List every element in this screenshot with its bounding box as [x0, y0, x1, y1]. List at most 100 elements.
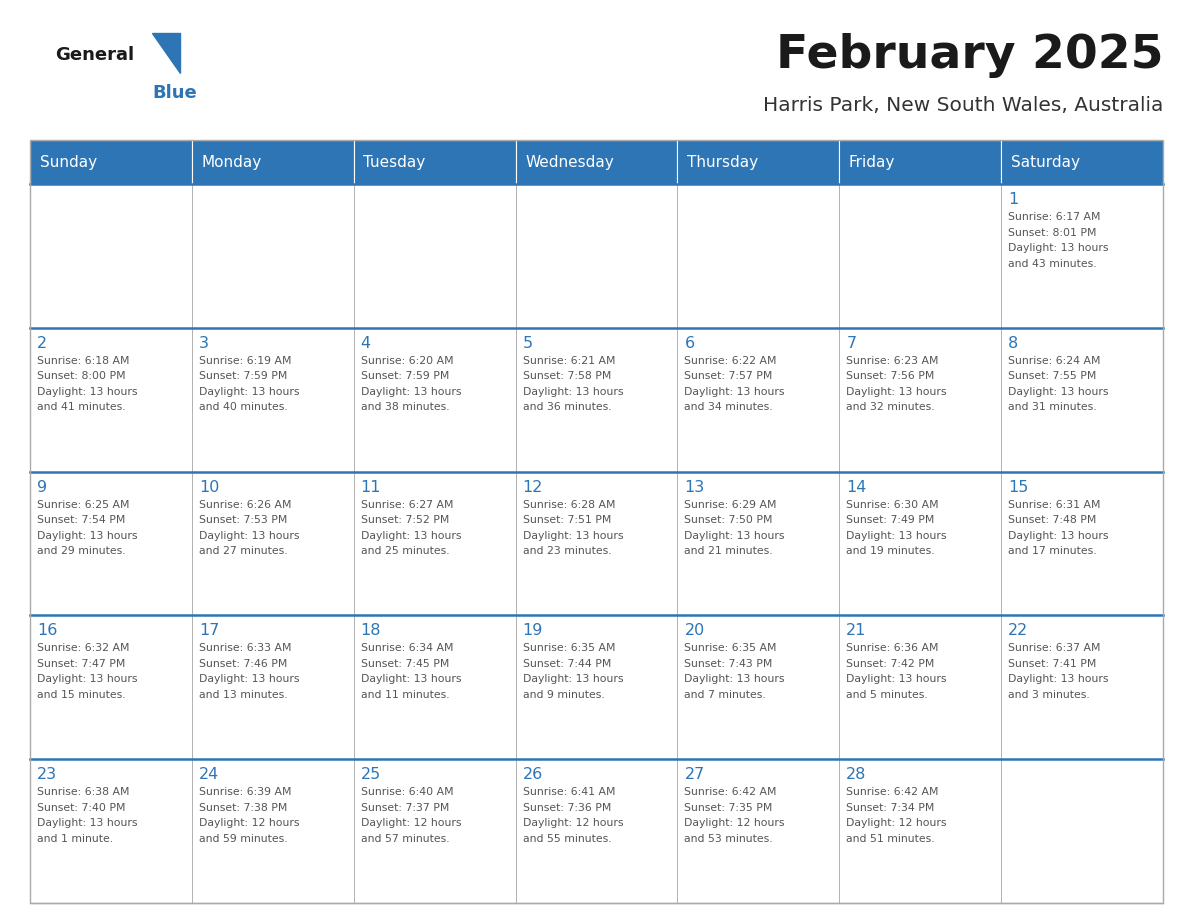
FancyBboxPatch shape [30, 759, 191, 903]
Text: Daylight: 13 hours: Daylight: 13 hours [684, 386, 785, 397]
Text: Sunrise: 6:36 AM: Sunrise: 6:36 AM [846, 644, 939, 654]
Text: Sunset: 7:52 PM: Sunset: 7:52 PM [361, 515, 449, 525]
Text: Sunset: 7:51 PM: Sunset: 7:51 PM [523, 515, 611, 525]
Text: Sunrise: 6:35 AM: Sunrise: 6:35 AM [684, 644, 777, 654]
Text: Daylight: 13 hours: Daylight: 13 hours [1009, 675, 1108, 685]
Text: Sunset: 7:45 PM: Sunset: 7:45 PM [361, 659, 449, 669]
Text: and 9 minutes.: and 9 minutes. [523, 690, 605, 700]
Text: 15: 15 [1009, 479, 1029, 495]
Text: Sunrise: 6:24 AM: Sunrise: 6:24 AM [1009, 356, 1100, 365]
Text: Sunset: 7:41 PM: Sunset: 7:41 PM [1009, 659, 1097, 669]
Text: Sunday: Sunday [39, 154, 97, 170]
FancyBboxPatch shape [30, 472, 191, 615]
Text: and 21 minutes.: and 21 minutes. [684, 546, 773, 556]
FancyBboxPatch shape [30, 328, 191, 472]
Text: 1: 1 [1009, 192, 1018, 207]
Text: Daylight: 12 hours: Daylight: 12 hours [846, 818, 947, 828]
Text: Daylight: 13 hours: Daylight: 13 hours [37, 675, 138, 685]
Text: Sunrise: 6:31 AM: Sunrise: 6:31 AM [1009, 499, 1100, 509]
FancyBboxPatch shape [677, 328, 839, 472]
Text: and 23 minutes.: and 23 minutes. [523, 546, 611, 556]
FancyBboxPatch shape [354, 759, 516, 903]
Text: Sunrise: 6:32 AM: Sunrise: 6:32 AM [37, 644, 129, 654]
Text: Sunrise: 6:21 AM: Sunrise: 6:21 AM [523, 356, 615, 365]
Text: Daylight: 13 hours: Daylight: 13 hours [37, 531, 138, 541]
FancyBboxPatch shape [516, 615, 677, 759]
FancyBboxPatch shape [1001, 184, 1163, 328]
Text: 18: 18 [361, 623, 381, 638]
FancyBboxPatch shape [839, 140, 1001, 184]
Text: Sunrise: 6:25 AM: Sunrise: 6:25 AM [37, 499, 129, 509]
FancyBboxPatch shape [1001, 328, 1163, 472]
Text: Daylight: 13 hours: Daylight: 13 hours [846, 386, 947, 397]
FancyBboxPatch shape [677, 759, 839, 903]
Text: 25: 25 [361, 767, 381, 782]
Text: Saturday: Saturday [1011, 154, 1080, 170]
Text: Daylight: 13 hours: Daylight: 13 hours [37, 386, 138, 397]
Text: 21: 21 [846, 623, 867, 638]
Text: and 41 minutes.: and 41 minutes. [37, 402, 126, 412]
Text: and 43 minutes.: and 43 minutes. [1009, 259, 1097, 268]
Text: 3: 3 [198, 336, 209, 351]
Text: Sunrise: 6:26 AM: Sunrise: 6:26 AM [198, 499, 291, 509]
Text: 11: 11 [361, 479, 381, 495]
Text: Harris Park, New South Wales, Australia: Harris Park, New South Wales, Australia [763, 95, 1163, 115]
Text: and 13 minutes.: and 13 minutes. [198, 690, 287, 700]
Text: Sunrise: 6:18 AM: Sunrise: 6:18 AM [37, 356, 129, 365]
Text: Daylight: 12 hours: Daylight: 12 hours [198, 818, 299, 828]
Text: Daylight: 13 hours: Daylight: 13 hours [361, 386, 461, 397]
Text: Sunrise: 6:34 AM: Sunrise: 6:34 AM [361, 644, 453, 654]
Text: Sunrise: 6:35 AM: Sunrise: 6:35 AM [523, 644, 615, 654]
FancyBboxPatch shape [516, 759, 677, 903]
Text: Sunrise: 6:39 AM: Sunrise: 6:39 AM [198, 788, 291, 797]
Text: Wednesday: Wednesday [525, 154, 614, 170]
FancyBboxPatch shape [677, 472, 839, 615]
FancyBboxPatch shape [516, 140, 677, 184]
Text: Sunset: 7:44 PM: Sunset: 7:44 PM [523, 659, 611, 669]
Text: Daylight: 13 hours: Daylight: 13 hours [198, 386, 299, 397]
Text: Sunset: 7:53 PM: Sunset: 7:53 PM [198, 515, 287, 525]
Text: Sunset: 7:56 PM: Sunset: 7:56 PM [846, 371, 935, 381]
Text: 26: 26 [523, 767, 543, 782]
FancyBboxPatch shape [1001, 140, 1163, 184]
Text: Daylight: 13 hours: Daylight: 13 hours [523, 531, 623, 541]
FancyBboxPatch shape [677, 615, 839, 759]
Text: Sunset: 7:48 PM: Sunset: 7:48 PM [1009, 515, 1097, 525]
Text: 7: 7 [846, 336, 857, 351]
Text: Daylight: 13 hours: Daylight: 13 hours [523, 675, 623, 685]
Text: and 36 minutes.: and 36 minutes. [523, 402, 611, 412]
FancyBboxPatch shape [516, 328, 677, 472]
Text: and 31 minutes.: and 31 minutes. [1009, 402, 1097, 412]
Text: 19: 19 [523, 623, 543, 638]
Text: February 2025: February 2025 [776, 32, 1163, 77]
Text: and 15 minutes.: and 15 minutes. [37, 690, 126, 700]
Text: Sunrise: 6:30 AM: Sunrise: 6:30 AM [846, 499, 939, 509]
Text: Sunset: 7:38 PM: Sunset: 7:38 PM [198, 802, 287, 812]
Text: 8: 8 [1009, 336, 1018, 351]
Text: Daylight: 12 hours: Daylight: 12 hours [361, 818, 461, 828]
Text: Sunrise: 6:40 AM: Sunrise: 6:40 AM [361, 788, 454, 797]
Text: and 51 minutes.: and 51 minutes. [846, 834, 935, 844]
FancyBboxPatch shape [354, 472, 516, 615]
Text: and 17 minutes.: and 17 minutes. [1009, 546, 1097, 556]
Text: 13: 13 [684, 479, 704, 495]
Text: Sunset: 7:40 PM: Sunset: 7:40 PM [37, 802, 126, 812]
Text: 27: 27 [684, 767, 704, 782]
Text: 20: 20 [684, 623, 704, 638]
FancyBboxPatch shape [191, 615, 354, 759]
Text: 5: 5 [523, 336, 532, 351]
Text: Sunrise: 6:42 AM: Sunrise: 6:42 AM [846, 788, 939, 797]
Text: Daylight: 13 hours: Daylight: 13 hours [684, 675, 785, 685]
Text: 23: 23 [37, 767, 57, 782]
Text: Thursday: Thursday [687, 154, 758, 170]
Text: 12: 12 [523, 479, 543, 495]
Text: 14: 14 [846, 479, 867, 495]
Text: and 7 minutes.: and 7 minutes. [684, 690, 766, 700]
FancyBboxPatch shape [191, 759, 354, 903]
Text: Daylight: 13 hours: Daylight: 13 hours [1009, 386, 1108, 397]
Text: and 3 minutes.: and 3 minutes. [1009, 690, 1089, 700]
Text: Sunrise: 6:23 AM: Sunrise: 6:23 AM [846, 356, 939, 365]
Text: Daylight: 13 hours: Daylight: 13 hours [198, 531, 299, 541]
Text: and 19 minutes.: and 19 minutes. [846, 546, 935, 556]
Text: Sunset: 7:59 PM: Sunset: 7:59 PM [198, 371, 287, 381]
